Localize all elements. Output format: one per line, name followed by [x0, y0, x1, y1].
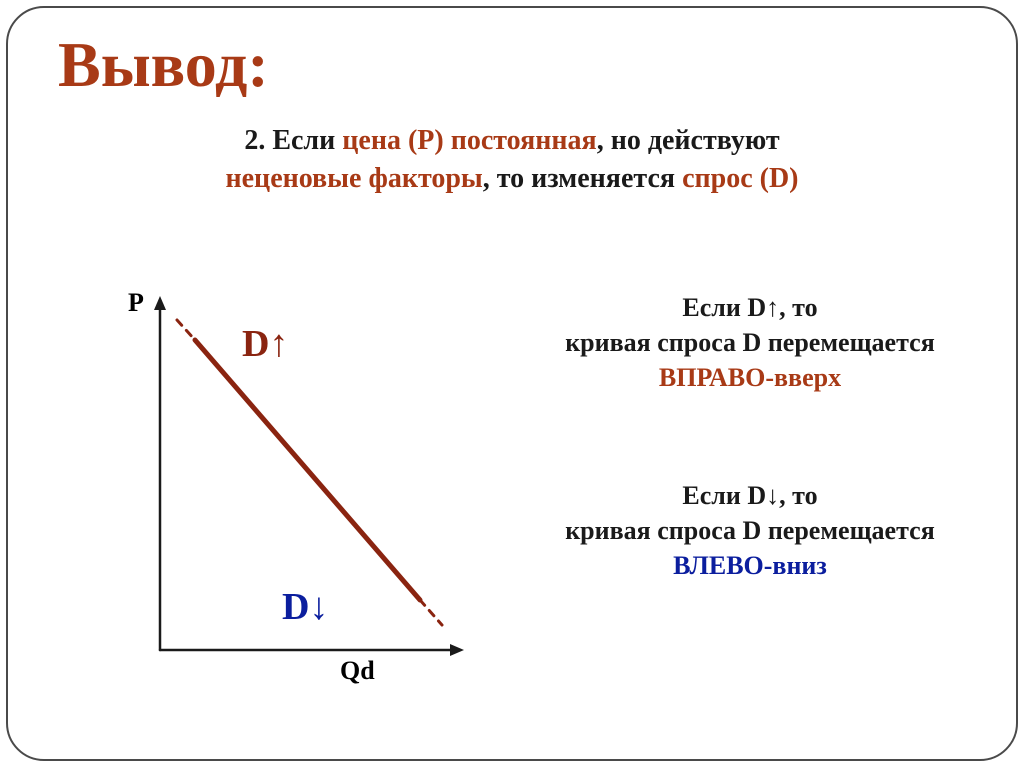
demand-chart: P Qd D↑ D↓	[90, 280, 490, 680]
d-down-label: D↓	[282, 585, 328, 629]
d-up-label: D↑	[242, 322, 288, 366]
explanation-up: Если D↑, токривая спроса D перемещается …	[530, 290, 970, 395]
slide-subtitle: 2. Если цена (Р) постоянная, но действую…	[0, 122, 1024, 198]
explanation-down: Если D↓, токривая спроса D перемещается …	[530, 478, 970, 583]
axis-label-p: P	[128, 288, 144, 318]
axis-label-q: Qd	[340, 656, 375, 686]
slide-title: Вывод:	[58, 28, 269, 102]
